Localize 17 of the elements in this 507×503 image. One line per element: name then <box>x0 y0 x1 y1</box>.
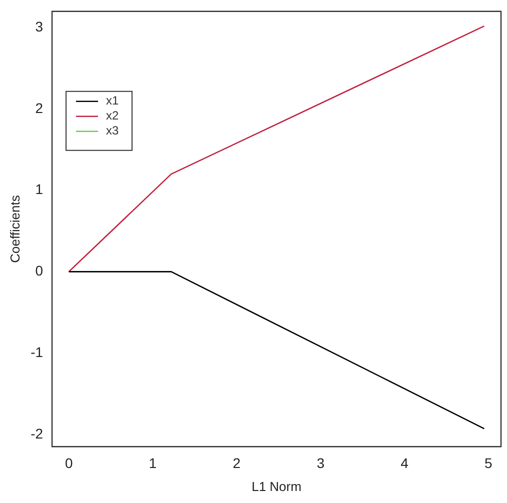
x-tick-label: 0 <box>64 454 73 471</box>
y-tick-label: -1 <box>30 344 44 360</box>
legend-label: x1 <box>106 94 120 108</box>
legend-label: x2 <box>106 108 120 123</box>
x-tick-label: 2 <box>232 454 241 471</box>
y-tick-label: 2 <box>35 100 44 116</box>
x-tick-label: 1 <box>148 454 157 471</box>
x-tick-label: 4 <box>400 454 409 471</box>
y-tick-label: 1 <box>35 181 44 198</box>
x-axis-title: L1 Norm <box>252 478 302 494</box>
y-axis-title: Coefficients <box>7 194 22 263</box>
x-tick-label: 3 <box>316 454 325 471</box>
x-tick-label: 5 <box>484 454 493 471</box>
y-tick-label: 0 <box>35 262 44 279</box>
y-tick-label: -2 <box>30 425 44 442</box>
legend-label: x3 <box>106 124 120 138</box>
y-tick-label: 3 <box>35 18 44 35</box>
